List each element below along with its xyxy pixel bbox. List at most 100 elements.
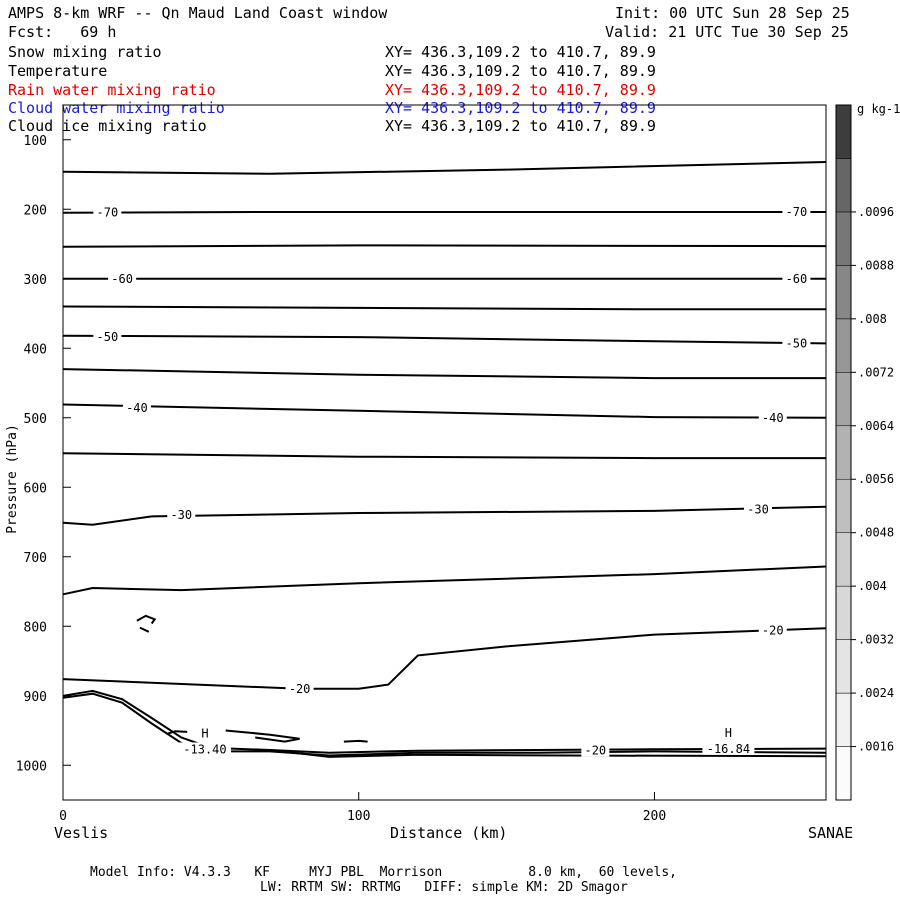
isotherm-label: -60: [111, 272, 133, 286]
extremum-label-background: [178, 742, 231, 756]
field-xy-temperature: XY= 436.3,109.2 to 410.7, 89.9: [385, 62, 656, 80]
colorbar-segment: [835, 158, 852, 213]
colorbar-segment: [835, 478, 852, 533]
isotherm-label: -20: [762, 623, 784, 637]
isotherm-70: [62, 211, 826, 214]
extremum-value: -13.40: [183, 742, 226, 756]
field-name-snow: Snow mixing ratio: [8, 43, 162, 61]
surface-contour-1: [62, 692, 827, 757]
y-tick-label: 700: [24, 551, 47, 566]
label-background: [122, 400, 151, 415]
isotherm-25: [62, 565, 827, 596]
field-name-cloud-water: Cloud water mixing ratio: [8, 99, 225, 117]
model-info-line1: Model Info: V4.3.3 KF MYJ PBL Morrison 8…: [90, 865, 677, 880]
colorbar-segment: [835, 425, 852, 480]
isotherm-label: -50: [97, 330, 119, 344]
isotherm-40: [62, 403, 827, 419]
colorbar-segment: [835, 639, 852, 694]
extremum-label-background: [702, 741, 755, 755]
surface-contour-6: [136, 614, 157, 625]
surface-contour-0: [62, 689, 827, 754]
y-axis-title: Pressure (hPa): [4, 424, 20, 534]
field-xy-cloud-ice: XY= 436.3,109.2 to 410.7, 89.9: [385, 117, 656, 135]
field-name-cloud-ice: Cloud ice mixing ratio: [8, 117, 207, 135]
label-background: [285, 680, 314, 695]
y-tick-label: 100: [24, 134, 47, 149]
label-background: [758, 622, 787, 637]
label-background: [743, 501, 772, 516]
isotherm-55: [62, 305, 826, 311]
right-endpoint-label: SANAE: [808, 824, 854, 842]
surface-contour-3: [166, 730, 188, 735]
surface-contour-7: [139, 626, 150, 633]
colorbar-level: .0016: [858, 740, 894, 754]
x-axis-title: Distance (km): [390, 824, 508, 842]
label-background: [581, 742, 610, 757]
chart-axes: 100 200 300 400 500 600 700 800 900 1000 0 100 200: [16, 104, 827, 824]
colorbar-segment: [835, 211, 852, 266]
isotherm-75: [62, 161, 827, 175]
field-xy-snow: XY= 436.3,109.2 to 410.7, 89.9: [385, 43, 656, 61]
y-tick-label: 600: [24, 481, 47, 496]
isotherm-30: [62, 505, 827, 526]
model-info-line2: LW: RRTM SW: RRTMG DIFF: simple KM: 2D S…: [260, 880, 628, 895]
y-tick-label: 500: [24, 412, 47, 427]
colorbar-segment: [835, 746, 852, 801]
temperature-labels: -70 -70 -60 -60 -50 -50 -40 -40 -30 -30 -20 -20 -20: [93, 204, 811, 758]
label-background: [782, 204, 811, 219]
colorbar-segment: [835, 318, 852, 373]
field-xy-rain: XY= 436.3,109.2 to 410.7, 89.9: [385, 81, 656, 99]
label-background: [93, 329, 122, 344]
x-tick-label: 200: [643, 809, 666, 824]
colorbar-level: .004: [858, 579, 887, 593]
field-name-temperature: Temperature: [8, 62, 108, 80]
isotherm-label: -40: [762, 411, 784, 425]
surface-contour-5: [343, 739, 368, 743]
label-background: [108, 270, 137, 285]
high-marker: H: [725, 726, 732, 740]
colorbar-level: .0088: [858, 258, 894, 272]
isotherm-20: [62, 627, 827, 690]
y-tick-label: 400: [24, 342, 47, 357]
isotherm-label: -40: [126, 401, 148, 415]
isotherm-label: -30: [170, 508, 192, 522]
x-tick-label: 100: [347, 809, 370, 824]
y-tick-label: 200: [24, 203, 47, 218]
x-tick-label: 0: [59, 809, 67, 824]
terrain-surface-contours: [62, 614, 827, 758]
colorbar-segment: [835, 585, 852, 640]
label-background: [782, 270, 811, 285]
field-xy-cloud-water: XY= 436.3,109.2 to 410.7, 89.9: [385, 99, 656, 117]
isotherm-65: [62, 244, 827, 248]
forecast-hour: Fcst: 69 h: [8, 23, 117, 41]
colorbar-level: .0032: [858, 633, 894, 647]
y-tick-label: 900: [24, 690, 47, 705]
colorbar-level: .0096: [858, 205, 894, 219]
colorbar-frame: [835, 104, 852, 801]
isotherm-45: [62, 368, 826, 380]
surface-contour-4: [225, 729, 300, 743]
isotherm-label: -20: [584, 744, 606, 758]
colorbar-segment: [835, 532, 852, 587]
colorbar-units: g kg-1: [857, 102, 900, 116]
colorbar-level: .0024: [858, 686, 894, 700]
plot-frame: [62, 104, 827, 801]
label-background: [93, 204, 122, 219]
surface-contour-2: [269, 749, 827, 758]
valid-time: Valid: 21 UTC Tue 30 Sep 25: [605, 23, 849, 41]
colorbar-level: .008: [858, 312, 887, 326]
isotherm-35: [62, 452, 826, 460]
colorbar-segment: [835, 265, 852, 320]
colorbar-level: .0072: [858, 365, 894, 379]
y-tick-label: 1000: [16, 759, 47, 774]
isotherm-label: -50: [786, 336, 808, 350]
label-background: [782, 335, 811, 350]
colorbar-level: .0048: [858, 526, 894, 540]
label-background: [167, 507, 196, 522]
left-endpoint-label: Veslis: [54, 824, 109, 842]
label-background: [758, 409, 787, 424]
extremum-value: -16.84: [707, 742, 750, 756]
high-marker: H: [201, 726, 208, 740]
y-tick-label: 300: [24, 273, 47, 288]
